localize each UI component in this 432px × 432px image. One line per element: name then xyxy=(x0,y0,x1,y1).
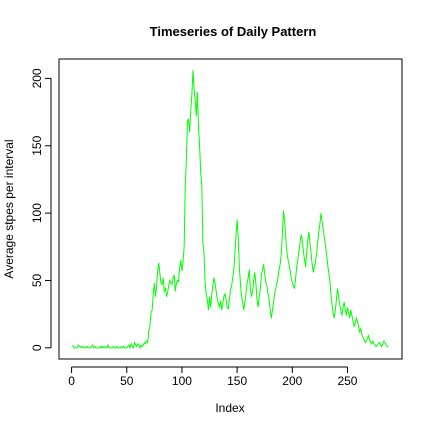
series-line-average-steps xyxy=(72,70,389,350)
plot-box xyxy=(58,58,403,360)
y-tick-label: 200 xyxy=(30,68,44,88)
y-tick-label: 50 xyxy=(30,273,44,287)
y-tick-label: 0 xyxy=(30,344,44,351)
x-tick-label: 50 xyxy=(120,374,134,388)
y-tick-label: 150 xyxy=(30,135,44,155)
x-tick-label: 250 xyxy=(337,374,357,388)
x-tick-label: 0 xyxy=(68,374,75,388)
y-axis-label: Average stpes per interval xyxy=(2,139,16,278)
x-tick-label: 150 xyxy=(227,374,247,388)
x-axis: 0 50 100 150 200 250 xyxy=(68,366,358,388)
y-tick-label: 100 xyxy=(30,203,44,223)
x-axis-label: Index xyxy=(215,401,244,415)
x-tick-label: 100 xyxy=(172,374,192,388)
chart-title: Timeseries of Daily Pattern xyxy=(150,24,317,39)
x-tick-label: 200 xyxy=(282,374,302,388)
y-axis: 0 50 100 150 200 xyxy=(30,68,52,351)
